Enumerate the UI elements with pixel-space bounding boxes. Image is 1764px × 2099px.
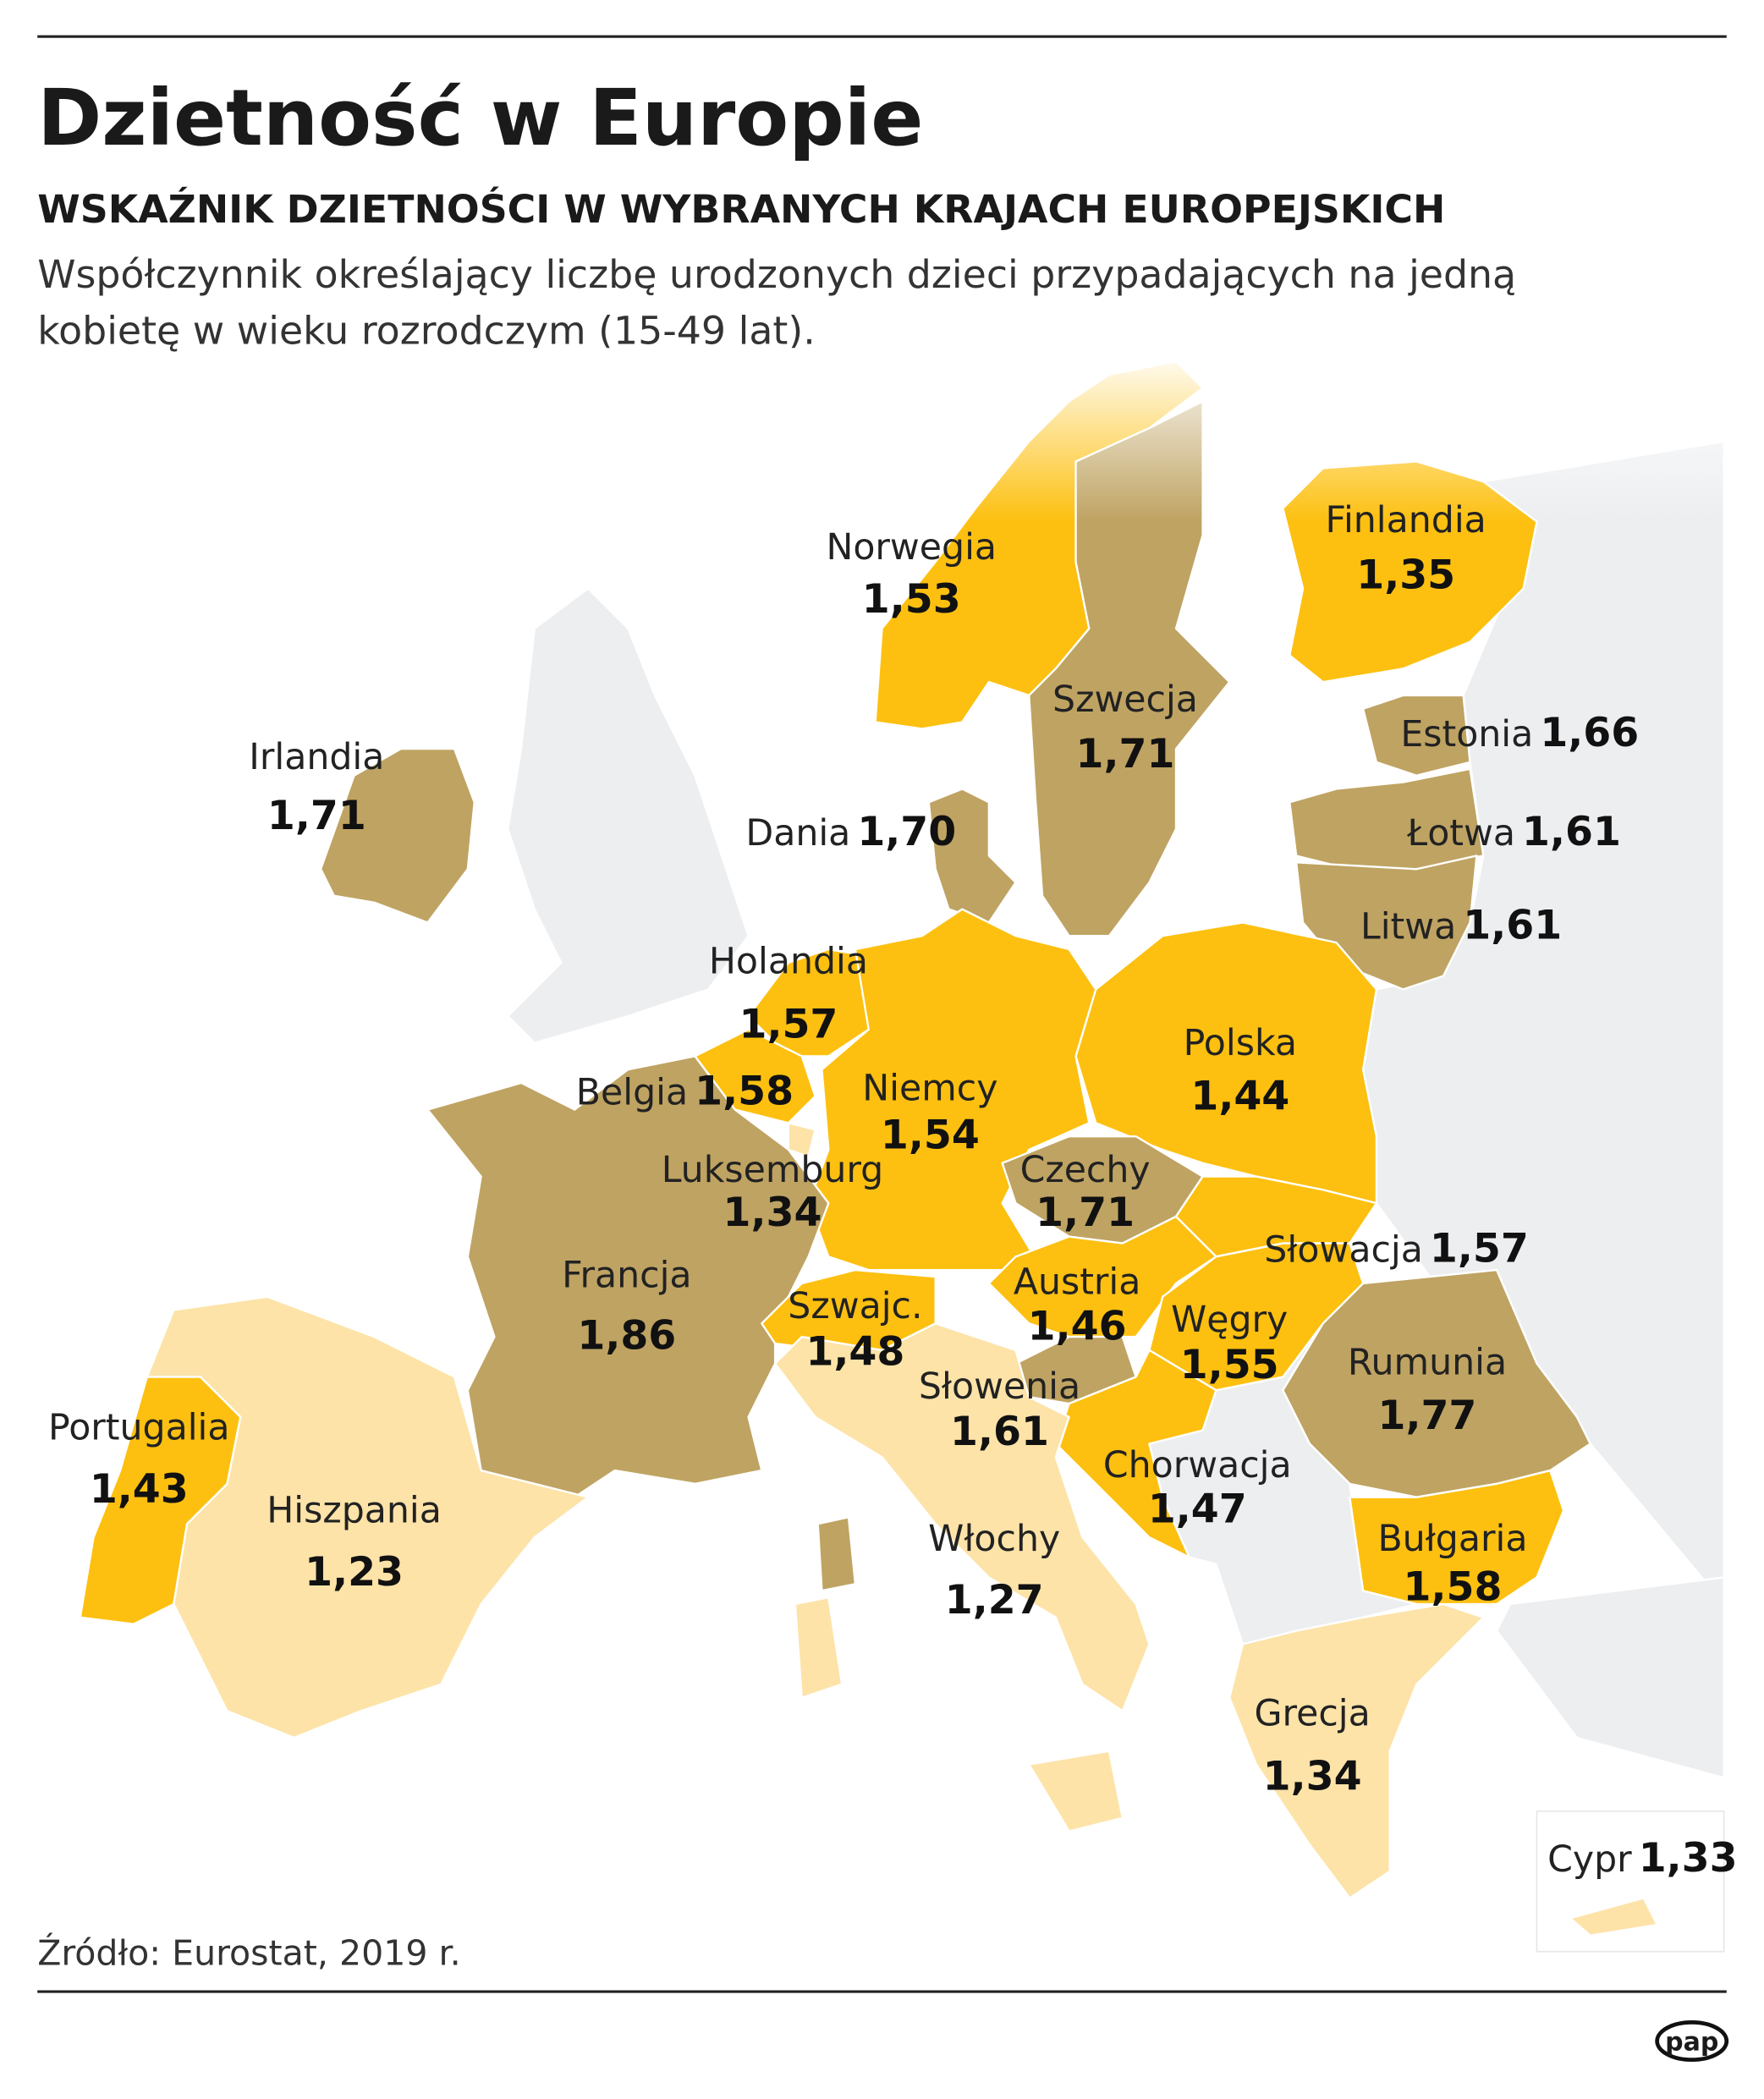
country-name: Francja	[562, 1255, 691, 1297]
country-name: Czechy	[1020, 1149, 1151, 1191]
country-shape	[319, 747, 475, 924]
country-value: 1,47	[1148, 1486, 1247, 1533]
cyprus-shape-group	[1569, 1897, 1658, 1937]
country-value: 1,34	[1263, 1754, 1362, 1800]
country-name: Łotwa	[1406, 812, 1515, 854]
country-label: Dania 1,70	[745, 809, 956, 855]
country-value: 1,71	[1076, 731, 1175, 778]
country-value: 1,57	[739, 1001, 838, 1047]
country-value: 1,46	[1028, 1303, 1127, 1349]
country-value: 1,35	[1356, 552, 1455, 599]
description: kobietę w wieku rozrodczym (15-49 lat).	[37, 308, 816, 354]
source: Źródło: Eurostat, 2019 r.	[37, 1932, 460, 1973]
country-value: 1,48	[805, 1328, 904, 1375]
country-value: 1,57	[1430, 1226, 1529, 1272]
country-name: Belgia	[576, 1071, 688, 1113]
country-name: Bułgaria	[1377, 1518, 1527, 1560]
country-shape	[816, 1516, 857, 1592]
country-shape	[773, 1322, 1151, 1712]
country-value: 1,66	[1540, 710, 1639, 756]
country-shape	[1349, 1469, 1565, 1606]
country-shape	[927, 788, 1017, 924]
country-value: 1,61	[950, 1409, 1049, 1455]
country-shape	[794, 1596, 844, 1699]
country-value: 1,86	[577, 1312, 676, 1359]
country-name: Słowacja	[1264, 1229, 1423, 1272]
country-name: Niemcy	[862, 1068, 997, 1110]
country-shape	[1289, 767, 1485, 871]
country-name: Grecja	[1254, 1693, 1370, 1735]
country-name: Luksemburg	[662, 1149, 884, 1191]
country-value: 1,61	[1463, 902, 1562, 948]
country-label: Słowacja 1,57	[1264, 1226, 1529, 1272]
country-shape	[787, 1122, 816, 1158]
country-name: Rumunia	[1348, 1341, 1507, 1383]
country-value: 1,33	[1639, 1835, 1738, 1882]
country-name: Cypr	[1547, 1838, 1632, 1881]
country-value: 1,55	[1180, 1342, 1279, 1388]
country-shape	[1228, 1602, 1485, 1899]
country-value: 1,61	[1522, 809, 1621, 855]
country-name: Holandia	[709, 940, 868, 982]
title: Dzietność w Europie	[37, 73, 923, 163]
country-name: Austria	[1014, 1261, 1141, 1304]
country-label: Litwa 1,61	[1360, 902, 1562, 948]
country-name: Polska	[1184, 1022, 1297, 1064]
country-labels: Norwegia 1,53 Finlandia 1,35 Szwecja 1,71 Irla…	[48, 499, 1738, 1882]
country-value: 1,54	[881, 1112, 980, 1158]
country-value: 1,27	[945, 1577, 1044, 1624]
country-value: 1,71	[1036, 1190, 1135, 1236]
description: Współczynnik określający liczbę urodzony…	[37, 251, 1516, 297]
country-shape	[807, 908, 1097, 1272]
country-value: 1,53	[862, 576, 961, 623]
country-name: Norwegia	[826, 526, 997, 569]
country-name: Hiszpania	[267, 1490, 442, 1532]
country-shape	[1569, 1897, 1658, 1937]
country-label: Łotwa 1,61	[1406, 809, 1621, 855]
country-name: Irlandia	[249, 736, 384, 778]
country-value: 1,58	[695, 1068, 794, 1114]
country-name: Włochy	[928, 1518, 1060, 1560]
country-value: 1,71	[267, 793, 366, 839]
country-value: 1,44	[1190, 1074, 1289, 1120]
country-name: Portugalia	[48, 1407, 230, 1449]
country-value: 1,58	[1404, 1563, 1503, 1610]
subtitle: WSKAŹNIK DZIETNOŚCI W WYBRANYCH KRAJACH …	[37, 186, 1445, 232]
fade	[400, 348, 1738, 522]
country-name: Finlandia	[1326, 499, 1486, 541]
country-shape	[1282, 1268, 1591, 1498]
country-value: 1,34	[723, 1190, 822, 1236]
country-shape	[1054, 1349, 1217, 1558]
country-shape	[146, 1295, 590, 1739]
country-name: Słowenia	[919, 1365, 1080, 1408]
logo: pap	[1665, 2028, 1718, 2058]
country-name: Szwajc.	[788, 1285, 922, 1327]
country-shape	[426, 1055, 830, 1498]
country-label: Estonia 1,66	[1400, 710, 1639, 756]
country-value: 1,70	[857, 809, 956, 855]
country-label: Belgia 1,58	[576, 1068, 794, 1114]
country-value: 1,23	[305, 1549, 404, 1596]
country-name: Litwa	[1360, 905, 1456, 948]
country-name: Węgry	[1171, 1299, 1288, 1341]
land	[1495, 1576, 1725, 1779]
country-value: 1,77	[1378, 1393, 1477, 1439]
country-shape	[1028, 1750, 1124, 1833]
country-label: Cypr 1,33	[1547, 1835, 1738, 1882]
country-name: Szwecja	[1052, 679, 1198, 721]
country-shape	[1361, 694, 1471, 777]
country-name: Dania	[745, 812, 850, 854]
logo-ring	[1655, 2020, 1729, 2063]
country-name: Chorwacja	[1103, 1444, 1292, 1486]
land	[506, 586, 750, 1044]
country-value: 1,43	[90, 1466, 189, 1513]
cyprus-inset	[1536, 1811, 1725, 1953]
country-name: Estonia	[1400, 713, 1533, 756]
country-shape	[987, 1215, 1217, 1338]
